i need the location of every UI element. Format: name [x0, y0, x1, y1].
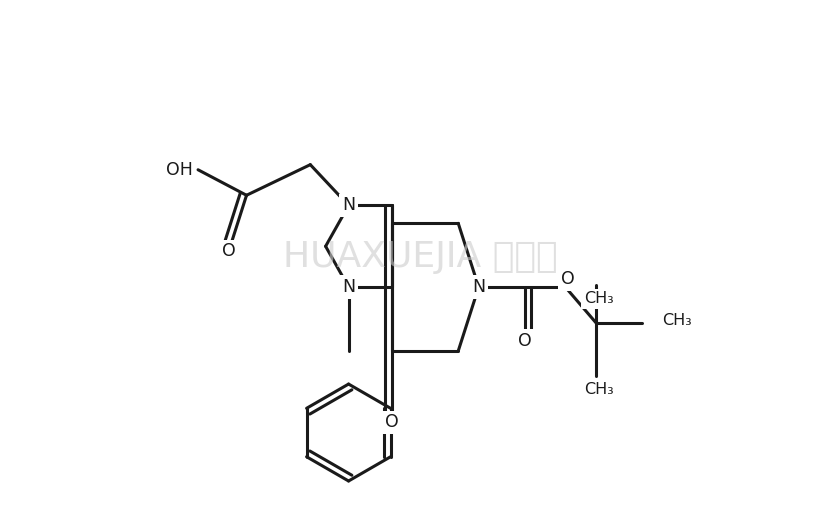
Text: O: O [222, 243, 235, 261]
Text: O: O [385, 413, 399, 431]
Text: N: N [342, 278, 355, 296]
Text: OH: OH [166, 161, 193, 179]
Text: N: N [342, 196, 355, 214]
Text: HUAXUEJIA 化学加: HUAXUEJIA 化学加 [283, 240, 557, 273]
Text: O: O [517, 332, 532, 350]
Text: O: O [561, 270, 575, 288]
Text: CH₃: CH₃ [584, 382, 613, 397]
Text: CH₃: CH₃ [584, 291, 613, 306]
Text: CH₃: CH₃ [663, 313, 692, 328]
Text: N: N [472, 278, 486, 296]
